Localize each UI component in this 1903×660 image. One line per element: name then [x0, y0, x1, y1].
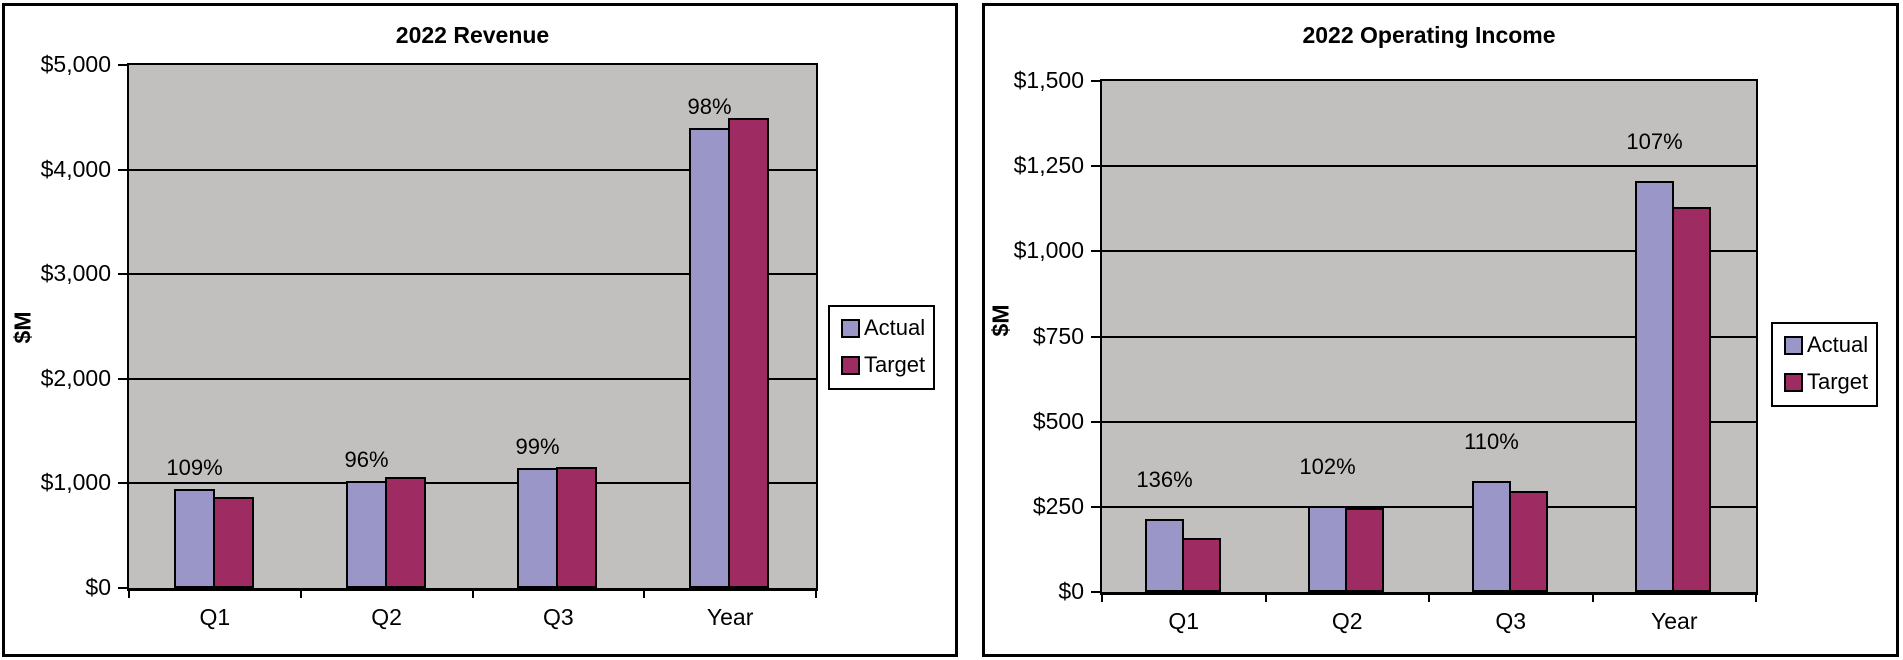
x-tick-label: Year [1651, 608, 1698, 634]
gridline [1102, 335, 1756, 338]
y-tick-label: $750 [1032, 322, 1084, 349]
x-tick-mark [1428, 595, 1430, 602]
x-tick-mark [1101, 595, 1103, 602]
gridline [129, 168, 816, 171]
bar-actual-q3 [1472, 481, 1511, 592]
gridline [1102, 505, 1756, 508]
bar-target-q1 [213, 497, 254, 588]
y-tick-label: $250 [1032, 492, 1084, 519]
y-tick-mark [1091, 591, 1100, 593]
x-tick-mark [300, 591, 302, 598]
plot-area: 136% 102% 110% 107% [1100, 79, 1758, 595]
y-tick-label: $0 [85, 574, 111, 600]
y-tick-mark [1091, 420, 1100, 423]
bar-target-year [728, 118, 769, 588]
y-tick-label: $4,000 [40, 155, 111, 182]
x-tick-mark [1592, 595, 1594, 602]
x-tick-label: Q2 [371, 604, 402, 630]
x-tick-mark [643, 591, 645, 598]
legend-swatch-actual-icon [841, 318, 860, 338]
y-tick-label: $1,500 [1013, 67, 1084, 93]
gridline [129, 482, 816, 485]
x-tick-mark [128, 591, 130, 598]
x-tick-mark [815, 591, 817, 598]
y-tick-mark [118, 587, 127, 589]
y-tick-label: $1,000 [40, 469, 111, 496]
legend-item-actual: Actual [1784, 334, 1868, 356]
gridline [1102, 165, 1756, 168]
bar-actual-year [689, 128, 730, 588]
y-tick-label: $5,000 [40, 51, 111, 77]
legend: Actual Target [828, 305, 936, 390]
chart-title: 2022 Operating Income [1302, 22, 1556, 48]
bar-actual-year [1635, 181, 1674, 592]
bar-percent-label: 110% [1464, 429, 1519, 454]
bar-percent-label: 98% [687, 94, 732, 119]
x-tick-mark [1755, 595, 1757, 602]
bar-actual-q1 [174, 489, 215, 588]
gridline [1102, 250, 1756, 253]
y-tick-mark [1091, 250, 1100, 253]
y-tick-mark [1091, 165, 1100, 168]
y-tick-label: $500 [1032, 407, 1084, 434]
chart-title: 2022 Revenue [395, 22, 550, 48]
y-tick-label: $1,000 [1013, 237, 1084, 264]
bar-percent-label: 102% [1299, 454, 1356, 479]
legend: Actual Target [1771, 322, 1879, 407]
x-tick-label: Q3 [1495, 608, 1527, 634]
legend-swatch-target-icon [841, 355, 860, 375]
bar-target-q2 [385, 477, 426, 588]
x-tick-label: Q3 [543, 604, 574, 630]
y-tick-mark [1091, 335, 1100, 338]
y-tick-label: $1,250 [1013, 152, 1084, 179]
y-tick-mark [118, 64, 127, 66]
legend-item-target: Target [1784, 371, 1868, 393]
legend-label-target: Target [1807, 369, 1869, 394]
bar-target-q2 [1345, 508, 1384, 592]
bar-target-q1 [1182, 538, 1221, 592]
y-tick-label: $2,000 [40, 364, 111, 391]
bar-actual-q1 [1145, 519, 1184, 592]
x-tick-mark [1265, 595, 1267, 602]
legend-item-actual: Actual [841, 317, 925, 339]
gridline [1102, 420, 1756, 423]
bar-percent-label: 99% [515, 434, 560, 459]
gridline [129, 273, 816, 276]
legend-swatch-target-icon [1784, 372, 1803, 392]
y-tick-label: $3,000 [40, 260, 111, 287]
y-tick-mark [1091, 505, 1100, 508]
y-tick-label: $0 [1058, 578, 1084, 604]
revenue-chart-panel: 2022 Revenue $M 109% 96% 99% 98% Actual Tar… [2, 3, 958, 657]
bar-target-q3 [1509, 491, 1548, 592]
legend-label-target: Target [864, 352, 926, 377]
y-tick-mark [118, 482, 127, 485]
y-tick-mark [118, 168, 127, 171]
plot-area: 109% 96% 99% 98% [127, 63, 818, 591]
legend-swatch-actual-icon [1784, 335, 1803, 355]
legend-label-actual: Actual [864, 315, 926, 340]
y-tick-mark [118, 377, 127, 380]
legend-item-target: Target [841, 354, 925, 376]
bar-actual-q2 [1308, 506, 1347, 592]
operating-income-chart-panel: 2022 Operating Income $M 136% 102% 110% 107… [982, 3, 1899, 657]
legend-label-actual: Actual [1807, 332, 1869, 357]
bar-target-q3 [556, 467, 597, 588]
x-tick-label: Year [706, 604, 754, 630]
x-tick-mark [472, 591, 474, 598]
bar-target-year [1672, 207, 1711, 592]
y-tick-mark [1091, 80, 1100, 82]
y-tick-mark [118, 273, 127, 276]
x-tick-label: Q1 [199, 604, 231, 630]
x-tick-label: Q1 [1168, 608, 1200, 634]
bar-percent-label: 107% [1626, 129, 1683, 154]
bar-percent-label: 96% [344, 447, 389, 472]
x-tick-label: Q2 [1331, 608, 1363, 634]
gridline [129, 377, 816, 380]
y-axis-title: $M [9, 311, 36, 344]
bar-actual-q3 [517, 468, 558, 588]
bar-percent-label: 109% [166, 455, 223, 480]
bar-actual-q2 [346, 481, 387, 588]
bar-percent-label: 136% [1136, 467, 1193, 492]
